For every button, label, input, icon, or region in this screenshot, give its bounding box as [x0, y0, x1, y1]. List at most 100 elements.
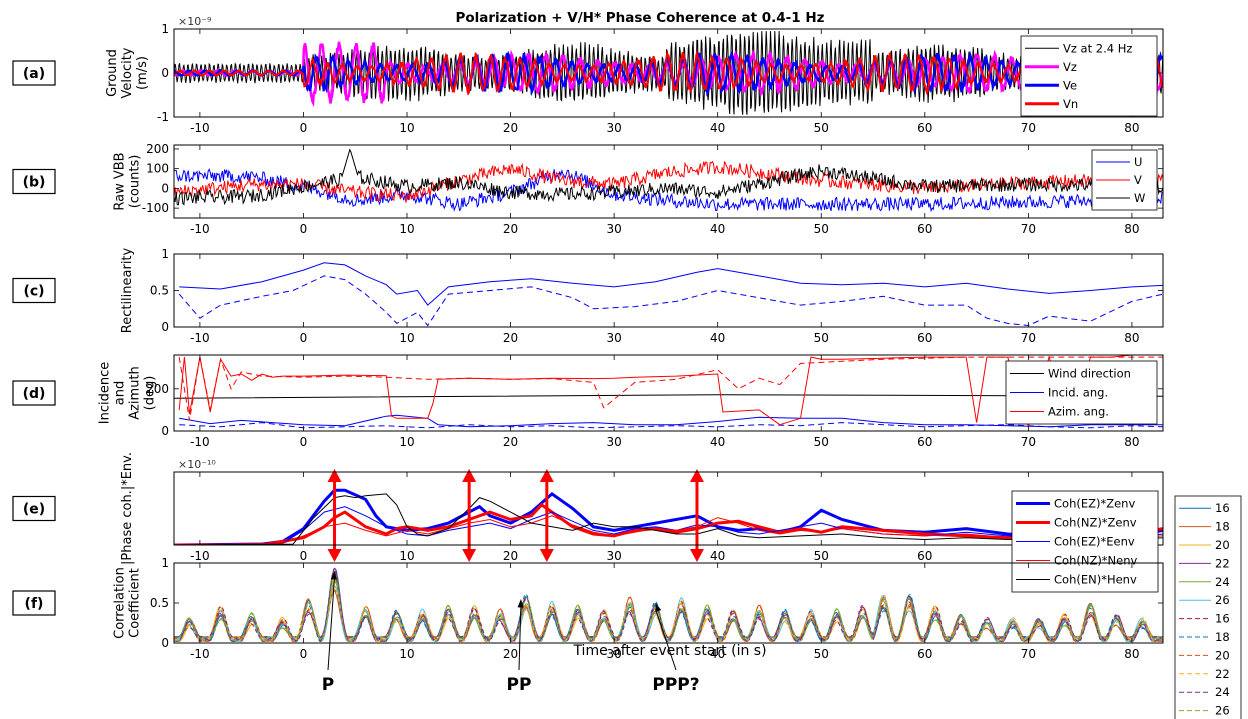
ytick-label: 1	[161, 556, 169, 570]
legend-entry: 26	[1215, 704, 1230, 718]
svg-text:(a): (a)	[23, 66, 45, 82]
series-corr	[174, 572, 1163, 642]
plot-area-c	[178, 262, 1163, 327]
xtick-label: 50	[814, 222, 829, 236]
xtick-label: 10	[399, 647, 414, 661]
svg-text:(d): (d)	[23, 386, 46, 402]
xtick-label: 70	[1021, 121, 1036, 135]
ytick-label: 1	[161, 247, 169, 261]
xtick-label: 10	[399, 435, 414, 449]
legend-f: 16 18 20 22 24 26 16 18 20 22 24 26	[1174, 495, 1242, 719]
panel-c: (c) Rectilinearity 0 0.5 1 -10 0 10 20 30 40 50 60 70…	[12, 247, 1164, 345]
ytick-label: 0	[161, 424, 169, 438]
ytick-label: -100	[142, 201, 169, 215]
series-corr	[174, 585, 1163, 642]
xtick-label: 40	[710, 647, 725, 661]
xtick-label: 70	[1021, 647, 1036, 661]
legend-entry: U	[1134, 155, 1142, 169]
ytick-label: 0.5	[150, 596, 169, 610]
legend-entry: 22	[1215, 556, 1230, 570]
legend-entry: 16	[1215, 501, 1230, 515]
legend-entry: 26	[1215, 593, 1230, 607]
phase-arrow	[327, 469, 342, 562]
xtick-label: 10	[399, 549, 414, 563]
phase-annotations: P PP PPP?	[322, 571, 700, 695]
ytick-label: 0	[161, 320, 169, 334]
axes-frame	[173, 253, 1164, 328]
svg-text:PPP?: PPP?	[652, 675, 699, 695]
axes-frame	[173, 562, 1164, 644]
series-corr	[174, 585, 1163, 642]
ytick-label: 0	[161, 181, 169, 195]
ylabel-e: |Phase coh.|*Env.	[120, 452, 135, 565]
xtick-label: 30	[606, 647, 621, 661]
xtick-label: 0	[300, 222, 308, 236]
panel-f: (f) Correlation Coefficient 0 0.5 1 -10 0 10 20 30…	[12, 556, 1164, 661]
xtick-label: -10	[190, 435, 210, 449]
legend-entry: 18	[1215, 520, 1230, 534]
legend-d: Wind direction Incid. ang. Azim. ang.	[1005, 360, 1158, 425]
phase-label-pp: PP	[507, 599, 532, 695]
series-c-0	[179, 262, 1163, 306]
xtick-label: -10	[190, 121, 210, 135]
xtick-label: 80	[1124, 222, 1139, 236]
ylabel-d: Incidence	[98, 362, 113, 424]
phase-arrow	[689, 469, 704, 562]
legend-entry: 20	[1215, 648, 1230, 662]
panel-label-c: (c)	[12, 277, 56, 304]
exponent-e: ×10⁻¹⁰	[178, 458, 216, 471]
legend-entry: Coh(NZ)*Nenv	[1054, 554, 1138, 568]
xtick-label: 80	[1124, 435, 1139, 449]
ylabel-f: Correlation	[113, 567, 128, 639]
legend-entry: 24	[1215, 685, 1230, 699]
ytick-label: 200	[146, 142, 169, 156]
legend-entry: Coh(EN)*Henv	[1054, 573, 1137, 587]
xtick-label: 20	[503, 121, 518, 135]
figure-title: Polarization + V/H* Phase Coherence at 0…	[455, 10, 824, 26]
series-w	[174, 148, 1163, 206]
svg-text:(c): (c)	[23, 284, 44, 300]
legend-entry: Vn	[1063, 97, 1078, 111]
plot-area-b	[174, 148, 1163, 213]
xtick-label: 10	[399, 331, 414, 345]
xtick-label: -10	[190, 222, 210, 236]
panel-label-a: (a)	[12, 60, 56, 86]
xtick-label: 70	[1021, 222, 1036, 236]
xtick-label: 60	[917, 331, 932, 345]
legend-entry: Vz	[1063, 60, 1077, 74]
legend-entry: V	[1134, 173, 1142, 187]
xtick-label: 80	[1124, 121, 1139, 135]
xtick-label: 40	[710, 222, 725, 236]
xtick-label: 80	[1124, 647, 1139, 661]
xtick-label: 50	[814, 435, 829, 449]
xtick-label: 30	[606, 121, 621, 135]
series-e-4	[174, 493, 1163, 545]
xtick-label: 0	[300, 435, 308, 449]
ylabel-c: Rectilinearity	[120, 247, 135, 333]
xtick-label: 70	[1021, 331, 1036, 345]
xtick-label: 0	[300, 549, 308, 563]
series-vn	[174, 49, 1163, 96]
series-e-1	[174, 502, 1163, 545]
xtick-label: 50	[814, 331, 829, 345]
xtick-label: 40	[710, 435, 725, 449]
phase-arrow	[539, 469, 554, 562]
svg-text:PP: PP	[507, 675, 532, 695]
xtick-label: 20	[503, 549, 518, 563]
legend-entry: Wind direction	[1048, 367, 1131, 381]
ylabel-d: and	[113, 381, 128, 405]
ytick-label: 0	[161, 636, 169, 650]
xtick-label: 40	[710, 549, 725, 563]
panel-label-b: (b)	[12, 168, 56, 195]
phase-label-pppq: PPP?	[652, 603, 700, 695]
legend-b: UVW	[1091, 149, 1158, 211]
xtick-label: -10	[190, 331, 210, 345]
ylabel-b: Raw VBB	[113, 152, 128, 210]
legend-entry: 16	[1215, 612, 1230, 626]
ylabel-b: (counts)	[128, 155, 143, 209]
axes-frame	[173, 471, 1164, 546]
xtick-label: 50	[814, 121, 829, 135]
legend-entry: 22	[1215, 667, 1230, 681]
series-corr	[174, 589, 1163, 642]
